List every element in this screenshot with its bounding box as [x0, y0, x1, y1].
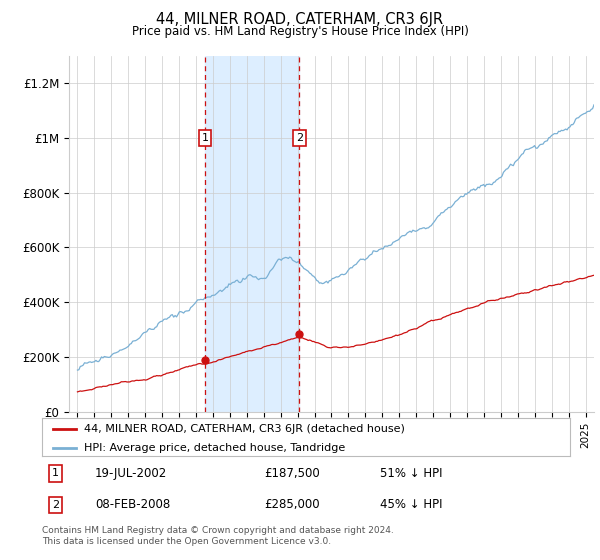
Text: 08-FEB-2008: 08-FEB-2008	[95, 498, 170, 511]
Text: 19-JUL-2002: 19-JUL-2002	[95, 467, 167, 480]
Text: 44, MILNER ROAD, CATERHAM, CR3 6JR: 44, MILNER ROAD, CATERHAM, CR3 6JR	[157, 12, 443, 27]
Text: £285,000: £285,000	[264, 498, 319, 511]
Bar	[205, 56, 299, 412]
Text: HPI: Average price, detached house, Tandridge: HPI: Average price, detached house, Tand…	[84, 443, 346, 453]
Text: 1: 1	[202, 133, 209, 143]
Text: 45% ↓ HPI: 45% ↓ HPI	[380, 498, 442, 511]
Text: 2: 2	[296, 133, 303, 143]
Text: Contains HM Land Registry data © Crown copyright and database right 2024.
This d: Contains HM Land Registry data © Crown c…	[42, 526, 394, 546]
Text: 51% ↓ HPI: 51% ↓ HPI	[380, 467, 442, 480]
Text: £187,500: £187,500	[264, 467, 320, 480]
Text: 2: 2	[52, 500, 59, 510]
Text: Price paid vs. HM Land Registry's House Price Index (HPI): Price paid vs. HM Land Registry's House …	[131, 25, 469, 38]
Text: 1: 1	[52, 468, 59, 478]
Text: 44, MILNER ROAD, CATERHAM, CR3 6JR (detached house): 44, MILNER ROAD, CATERHAM, CR3 6JR (deta…	[84, 424, 405, 434]
